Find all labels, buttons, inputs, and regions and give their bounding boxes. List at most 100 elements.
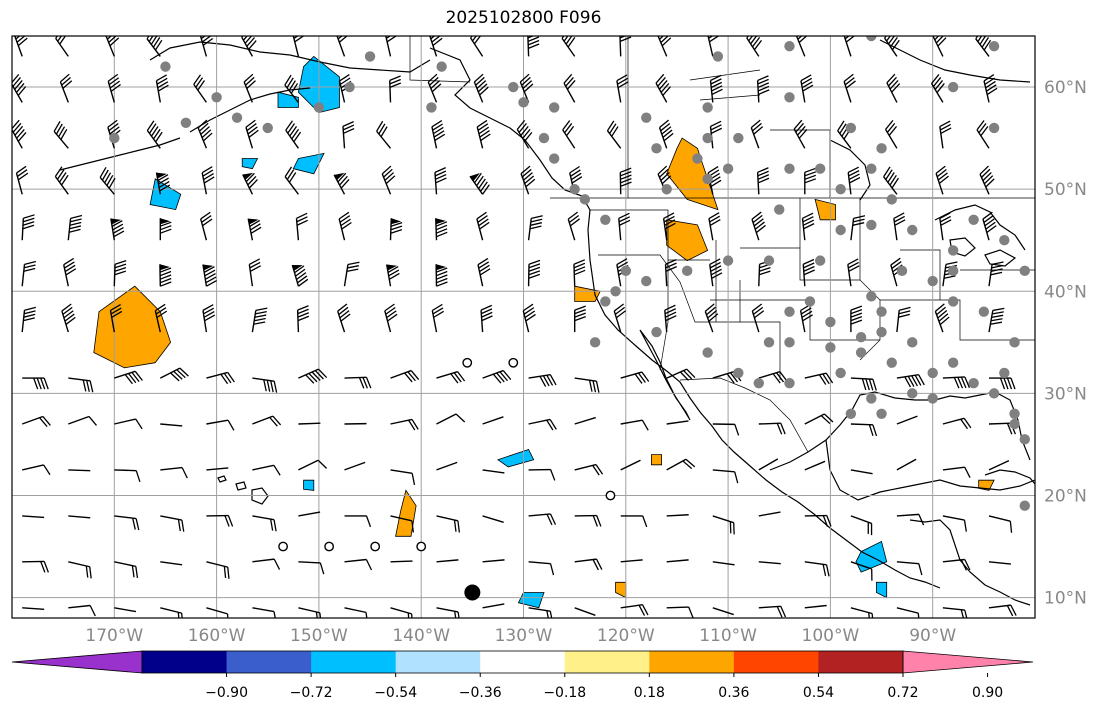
wind-barb xyxy=(896,513,925,526)
contour-cyan xyxy=(277,91,299,108)
colorbar-tick-label: −0.18 xyxy=(543,685,586,701)
wind-barb xyxy=(939,212,952,241)
wind-barb xyxy=(59,73,73,103)
wind-barb xyxy=(569,165,583,195)
calm-circle xyxy=(462,357,473,368)
wind-barb xyxy=(847,258,860,287)
wind-barb xyxy=(201,166,215,195)
station-dot xyxy=(999,367,1010,379)
wind-barb xyxy=(99,166,116,195)
wind-barb xyxy=(804,460,826,471)
colorbar-tick-label: 0.36 xyxy=(718,685,749,701)
wind-barb xyxy=(793,119,808,149)
wind-barb xyxy=(202,304,216,333)
wind-barb xyxy=(666,420,689,425)
wind-barb xyxy=(896,458,917,471)
wind-barb xyxy=(436,515,461,533)
wind-barb xyxy=(22,464,51,476)
station-dot xyxy=(947,265,959,277)
wind-barb xyxy=(435,218,448,241)
wind-barb xyxy=(662,212,676,241)
wind-barb xyxy=(473,73,489,103)
wind-barb xyxy=(436,370,466,384)
station-dot xyxy=(702,173,713,185)
wind-barb xyxy=(930,74,945,103)
wind-barb xyxy=(896,306,911,333)
wind-barb xyxy=(939,120,952,149)
wind-barb xyxy=(252,464,281,476)
wind-barb xyxy=(843,73,856,103)
wind-barb xyxy=(666,559,689,563)
wind-barb xyxy=(482,559,505,563)
station-dot xyxy=(978,306,990,317)
wind-barb xyxy=(114,515,140,531)
wind-barb xyxy=(338,211,352,241)
station-dot xyxy=(579,194,591,205)
wind-barb xyxy=(942,466,971,478)
wind-barb xyxy=(202,264,217,287)
lon-tick-label: 130°W xyxy=(495,626,553,646)
wind-barb xyxy=(390,418,419,431)
wind-barb xyxy=(528,468,556,481)
wind-barb xyxy=(107,73,121,103)
wind-barb xyxy=(206,419,235,431)
wind-barb xyxy=(146,120,163,149)
wind-barb xyxy=(758,511,781,517)
wind-barb xyxy=(709,74,723,103)
contour-cyan xyxy=(292,152,325,175)
station-dot xyxy=(896,265,908,277)
station-dot xyxy=(835,224,846,236)
station-dot xyxy=(784,306,795,317)
station-dot xyxy=(804,296,816,307)
station-dot xyxy=(548,153,560,164)
station-dot xyxy=(538,132,550,144)
station-dot xyxy=(569,183,580,195)
wind-barb xyxy=(712,607,734,616)
wind-barb xyxy=(68,415,97,426)
wind-barb xyxy=(751,303,765,333)
wind-barb xyxy=(666,368,696,381)
station-dot xyxy=(855,332,867,343)
wind-barb xyxy=(666,514,689,517)
station-dot xyxy=(947,296,959,307)
colorbar-tick-label: −0.36 xyxy=(459,685,502,701)
wind-barb xyxy=(527,259,541,287)
station-dot xyxy=(712,51,724,62)
wind-barb xyxy=(988,307,1005,333)
wind-barb xyxy=(850,423,878,437)
wind-barb xyxy=(655,73,671,103)
wind-barb xyxy=(708,212,721,241)
wind-barb xyxy=(476,211,490,241)
station-dot xyxy=(610,286,621,297)
station-dot xyxy=(1019,500,1030,511)
wind-barb xyxy=(389,218,403,241)
station-dot xyxy=(866,219,877,231)
wind-barb xyxy=(337,303,351,333)
wind-barb xyxy=(520,165,536,195)
wind-barb xyxy=(988,261,1004,287)
wind-barb xyxy=(664,259,677,287)
colorbar-segment xyxy=(564,651,650,673)
wind-barb xyxy=(837,120,852,149)
wind-barb xyxy=(343,261,360,287)
colorbar-segment xyxy=(818,651,904,673)
station-dot xyxy=(825,316,836,328)
wind-barb xyxy=(657,36,672,57)
wind-barb xyxy=(54,166,69,195)
station-dot xyxy=(763,255,775,266)
station-dot xyxy=(784,377,795,389)
lon-tick-label: 170°W xyxy=(85,626,143,646)
wind-barb xyxy=(804,167,817,195)
wind-barb xyxy=(979,165,995,195)
wind-barb xyxy=(883,166,900,195)
station-dot xyxy=(722,255,734,266)
wind-barb xyxy=(613,303,627,333)
wind-barb xyxy=(884,119,898,149)
wind-barb xyxy=(574,558,603,571)
station-dot xyxy=(927,393,938,404)
wind-barb xyxy=(942,607,969,618)
lat-tick-label: 20°N xyxy=(1044,486,1087,506)
station-dot xyxy=(600,214,611,225)
station-dot xyxy=(641,112,652,123)
station-dot xyxy=(702,347,713,358)
